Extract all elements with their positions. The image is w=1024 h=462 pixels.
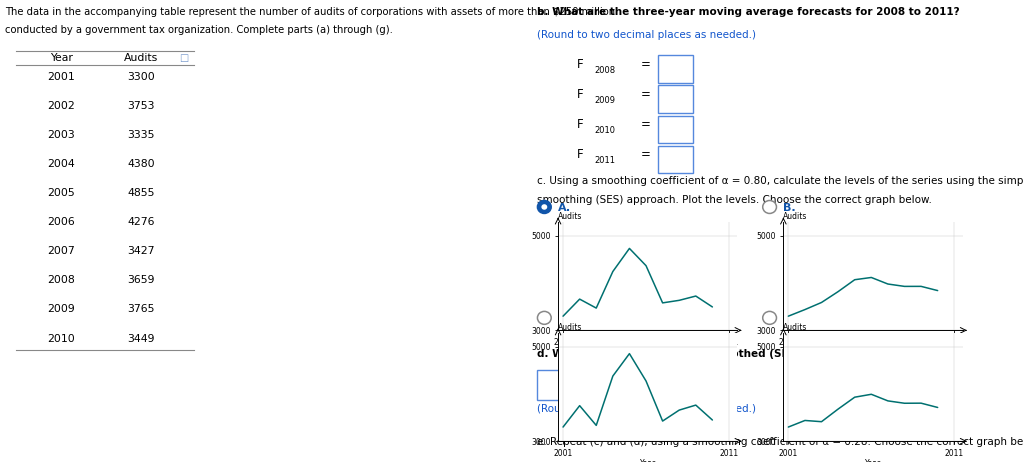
Text: D.: D.	[783, 313, 797, 323]
Text: 2006: 2006	[47, 217, 75, 227]
Text: 3659: 3659	[127, 275, 155, 286]
Text: 2003: 2003	[47, 130, 75, 140]
Text: 3300: 3300	[127, 72, 155, 82]
Text: c. Using a smoothing coefficient of α = 0.80, calculate the levels of the series: c. Using a smoothing coefficient of α = …	[538, 176, 1024, 186]
Text: 2004: 2004	[47, 159, 75, 169]
Text: Audits: Audits	[124, 53, 159, 63]
Text: 2011: 2011	[594, 156, 615, 165]
Text: smoothing (SES) approach. Plot the levels. Choose the correct graph below.: smoothing (SES) approach. Plot the level…	[538, 195, 932, 205]
Text: Audits: Audits	[558, 212, 583, 221]
Circle shape	[538, 201, 551, 213]
Text: 3427: 3427	[127, 246, 155, 256]
Text: 2010: 2010	[594, 126, 615, 135]
Text: =: =	[641, 148, 650, 161]
Text: =: =	[641, 88, 650, 101]
Text: 2010: 2010	[47, 334, 75, 344]
Text: d. What is the exponentially smoothed (SES) forecast for 2011?: d. What is the exponentially smoothed (S…	[538, 349, 912, 359]
Text: Audits: Audits	[558, 322, 583, 332]
Text: 2008: 2008	[47, 275, 75, 286]
Text: 4855: 4855	[127, 188, 155, 198]
Text: 3449: 3449	[127, 334, 155, 344]
X-axis label: Year: Year	[640, 459, 655, 462]
Text: 4380: 4380	[127, 159, 155, 169]
Text: Audits: Audits	[783, 322, 808, 332]
Text: B.: B.	[783, 202, 796, 213]
Text: C.: C.	[558, 313, 570, 323]
Text: conducted by a government tax organization. Complete parts (a) through (g).: conducted by a government tax organizati…	[5, 25, 393, 36]
Circle shape	[542, 204, 547, 210]
X-axis label: Year: Year	[865, 348, 881, 358]
Bar	[657, 55, 693, 83]
Text: □: □	[179, 53, 188, 63]
Bar	[657, 85, 693, 113]
Text: 2009: 2009	[594, 96, 615, 105]
Text: 4276: 4276	[127, 217, 155, 227]
Text: Year: Year	[50, 53, 73, 63]
Text: The data in the accompanying table represent the number of audits of corporation: The data in the accompanying table repre…	[5, 7, 615, 17]
Bar	[657, 146, 693, 173]
X-axis label: Year: Year	[865, 459, 881, 462]
X-axis label: Year: Year	[640, 348, 655, 358]
Text: =: =	[641, 58, 650, 71]
Text: 2007: 2007	[47, 246, 75, 256]
Text: 3765: 3765	[127, 304, 155, 315]
Bar	[538, 370, 574, 400]
Text: 3335: 3335	[127, 130, 155, 140]
Text: Audits: Audits	[783, 212, 808, 221]
Text: 2009: 2009	[47, 304, 75, 315]
Circle shape	[763, 311, 776, 324]
Text: 2001: 2001	[47, 72, 75, 82]
Text: F: F	[577, 58, 584, 71]
Text: 2002: 2002	[47, 101, 75, 111]
Text: b. What are the three-year moving average forecasts for 2008 to 2011?: b. What are the three-year moving averag…	[538, 7, 961, 17]
Text: F: F	[577, 118, 584, 131]
Text: 3753: 3753	[127, 101, 155, 111]
Bar	[657, 116, 693, 143]
Text: F: F	[577, 88, 584, 101]
Text: (Round to two decimal places as needed.): (Round to two decimal places as needed.)	[538, 30, 757, 40]
Text: A.: A.	[558, 202, 571, 213]
Circle shape	[538, 311, 551, 324]
Text: =: =	[641, 118, 650, 131]
Text: 2005: 2005	[47, 188, 75, 198]
Text: (Round to two decimal places as needed.): (Round to two decimal places as needed.)	[538, 404, 757, 414]
Text: F: F	[577, 148, 584, 161]
Text: 2008: 2008	[594, 66, 615, 75]
Circle shape	[763, 201, 776, 213]
Text: e. Repeat (c) and (d), using a smoothing coefficient of α = 0.28. Choose the cor: e. Repeat (c) and (d), using a smoothing…	[538, 437, 1024, 447]
